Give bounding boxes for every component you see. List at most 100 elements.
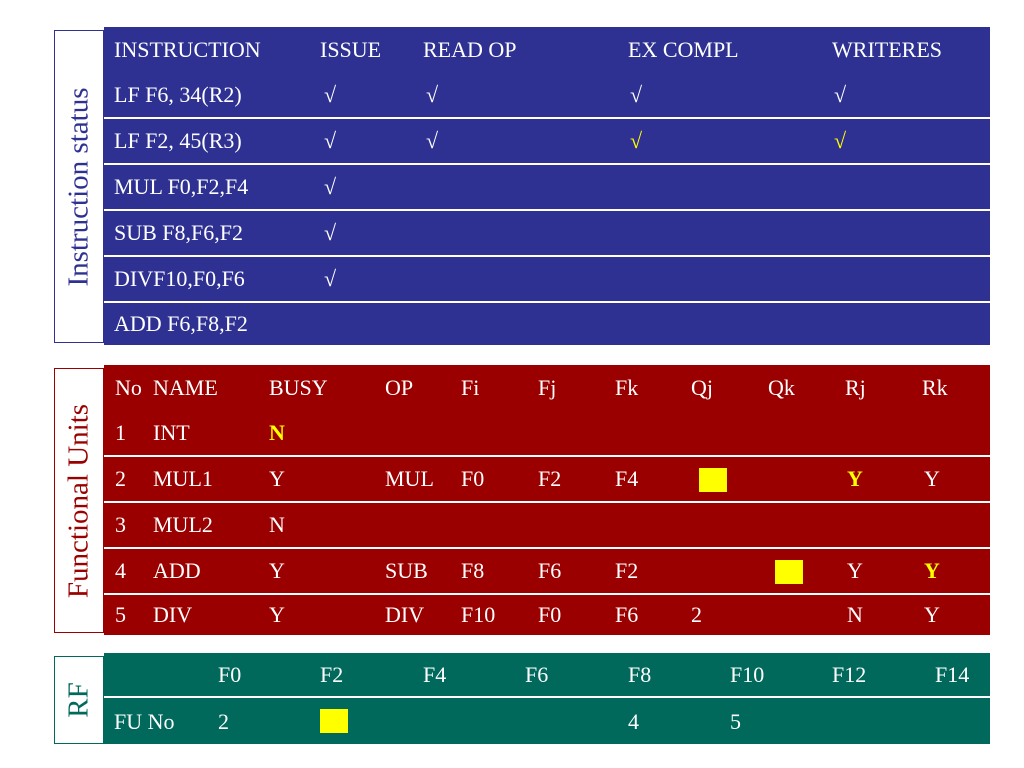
table-row: LF F6, 34(R2) √ √ √ √ bbox=[104, 73, 990, 119]
writeres-check: √ bbox=[834, 128, 847, 153]
reg-f0: F0 bbox=[218, 661, 242, 687]
fu-name: DIV bbox=[153, 602, 193, 627]
instruction-cell: LF F2, 45(R3) bbox=[114, 128, 242, 153]
register-file-table: F0 F2 F4 F6 F8 F10 F12 F14 FU No 2 4 5 bbox=[104, 653, 990, 744]
fu-fk: F4 bbox=[615, 466, 639, 491]
header-busy: BUSY bbox=[269, 375, 328, 400]
table-row: MUL F0,F2,F4 √ bbox=[104, 165, 990, 211]
fu-rk: Y bbox=[924, 602, 940, 627]
fu-name: MUL1 bbox=[153, 466, 213, 491]
reg-f12: F12 bbox=[832, 661, 867, 687]
header-issue: ISSUE bbox=[320, 37, 382, 62]
instruction-status-side-label-box: Instruction status bbox=[54, 30, 104, 343]
instruction-status-table: INSTRUCTION ISSUE READ OP EX COMPL WRITE… bbox=[104, 27, 990, 345]
fu-busy: Y bbox=[269, 466, 285, 491]
header-instruction: INSTRUCTION bbox=[114, 37, 261, 62]
fu-rk: Y bbox=[924, 558, 940, 583]
instruction-status-header-row: INSTRUCTION ISSUE READ OP EX COMPL WRITE… bbox=[104, 27, 990, 73]
reg-f8: F8 bbox=[628, 661, 652, 687]
read-op-check: √ bbox=[426, 128, 439, 153]
instruction-status-label: Instruction status bbox=[62, 87, 95, 286]
fu-busy: Y bbox=[269, 602, 285, 627]
read-op-check: √ bbox=[426, 82, 439, 107]
rf-header-row: F0 F2 F4 F6 F8 F10 F12 F14 bbox=[104, 653, 990, 698]
header-fi: Fi bbox=[461, 375, 480, 400]
fu-rj: Y bbox=[847, 466, 863, 491]
rf-label: RF bbox=[62, 682, 95, 718]
rf-side-label-box: RF bbox=[54, 656, 104, 744]
fu-name: ADD bbox=[153, 558, 201, 583]
ex-compl-check: √ bbox=[630, 82, 643, 107]
fu-fi: F8 bbox=[461, 558, 485, 583]
fu-rj: Y bbox=[847, 558, 863, 583]
table-row: LF F2, 45(R3) √ √ √ √ bbox=[104, 119, 990, 165]
fu-no: 5 bbox=[115, 602, 126, 627]
fu-name: INT bbox=[153, 420, 190, 445]
fu-fi: F10 bbox=[461, 602, 496, 627]
fu-fi: F0 bbox=[461, 466, 485, 491]
functional-units-side-label-box: Functional Units bbox=[54, 368, 104, 633]
rf-fu-row: FU No 2 4 5 bbox=[104, 699, 990, 744]
rf-f8-fu: 4 bbox=[628, 708, 639, 734]
fu-rk: Y bbox=[924, 466, 940, 491]
fu-qj: 2 bbox=[691, 602, 702, 627]
functional-units-table: No NAME BUSY OP Fi Fj Fk Qj Qk Rj Rk 1 I… bbox=[104, 365, 990, 635]
instruction-cell: LF F6, 34(R2) bbox=[114, 82, 242, 107]
fu-op: SUB bbox=[385, 558, 428, 583]
instruction-cell: ADD F6,F8,F2 bbox=[114, 311, 248, 336]
fu-fj: F6 bbox=[538, 558, 562, 583]
ex-compl-check: √ bbox=[630, 128, 643, 153]
table-row: SUB F8,F6,F2 √ bbox=[104, 211, 990, 257]
reg-f2: F2 bbox=[320, 661, 344, 687]
header-name: NAME bbox=[153, 375, 218, 400]
header-fj: Fj bbox=[538, 375, 557, 400]
writeres-check: √ bbox=[834, 82, 847, 107]
fu-busy: Y bbox=[269, 558, 285, 583]
table-row: 3 MUL2 N bbox=[104, 503, 990, 549]
table-row: 4 ADD Y SUB F8 F6 F2 Y Y bbox=[104, 549, 990, 595]
issue-check: √ bbox=[324, 82, 337, 107]
fu-name: MUL2 bbox=[153, 512, 213, 537]
functional-units-label: Functional Units bbox=[62, 403, 95, 598]
fu-op: DIV bbox=[385, 602, 425, 627]
reg-f14: F14 bbox=[935, 661, 970, 687]
reg-f10: F10 bbox=[730, 661, 765, 687]
header-fk: Fk bbox=[615, 375, 639, 400]
rf-f10-fu: 5 bbox=[730, 708, 741, 734]
table-row: ADD F6,F8,F2 bbox=[104, 303, 990, 345]
table-row: 1 INT N bbox=[104, 411, 990, 457]
fu-fk: F6 bbox=[615, 602, 639, 627]
header-rk: Rk bbox=[922, 375, 948, 400]
f2-highlight-marker bbox=[320, 709, 348, 733]
table-row: 5 DIV Y DIV F10 F0 F6 2 N Y bbox=[104, 595, 990, 635]
header-read-op: READ OP bbox=[423, 37, 517, 62]
table-row: 2 MUL1 Y MUL F0 F2 F4 Y Y bbox=[104, 457, 990, 503]
header-rj: Rj bbox=[845, 375, 866, 400]
instruction-cell: SUB F8,F6,F2 bbox=[114, 220, 244, 245]
header-ex-compl: EX COMPL bbox=[628, 37, 739, 62]
table-row: DIVF10,F0,F6 √ bbox=[104, 257, 990, 303]
issue-check: √ bbox=[324, 174, 337, 199]
fu-no-label: FU No bbox=[114, 708, 175, 734]
fu-op: MUL bbox=[385, 466, 434, 491]
fu-no: 4 bbox=[115, 558, 126, 583]
header-qk: Qk bbox=[768, 375, 795, 400]
issue-check: √ bbox=[324, 128, 337, 153]
issue-check: √ bbox=[324, 266, 337, 291]
fu-fj: F0 bbox=[538, 602, 562, 627]
header-qj: Qj bbox=[691, 375, 713, 400]
fu-no: 1 bbox=[115, 420, 126, 445]
header-writeres: WRITERES bbox=[832, 37, 942, 62]
fu-busy: N bbox=[269, 420, 285, 445]
header-no: No bbox=[115, 375, 142, 400]
fu-fj: F2 bbox=[538, 466, 562, 491]
reg-f4: F4 bbox=[423, 661, 447, 687]
fu-busy: N bbox=[269, 512, 285, 537]
header-op: OP bbox=[385, 375, 414, 400]
reg-f6: F6 bbox=[525, 661, 549, 687]
instruction-cell: MUL F0,F2,F4 bbox=[114, 174, 249, 199]
qj-highlight-marker bbox=[699, 468, 727, 492]
fu-rj: N bbox=[847, 602, 863, 627]
qk-highlight-marker bbox=[775, 560, 803, 584]
fu-no: 2 bbox=[115, 466, 126, 491]
